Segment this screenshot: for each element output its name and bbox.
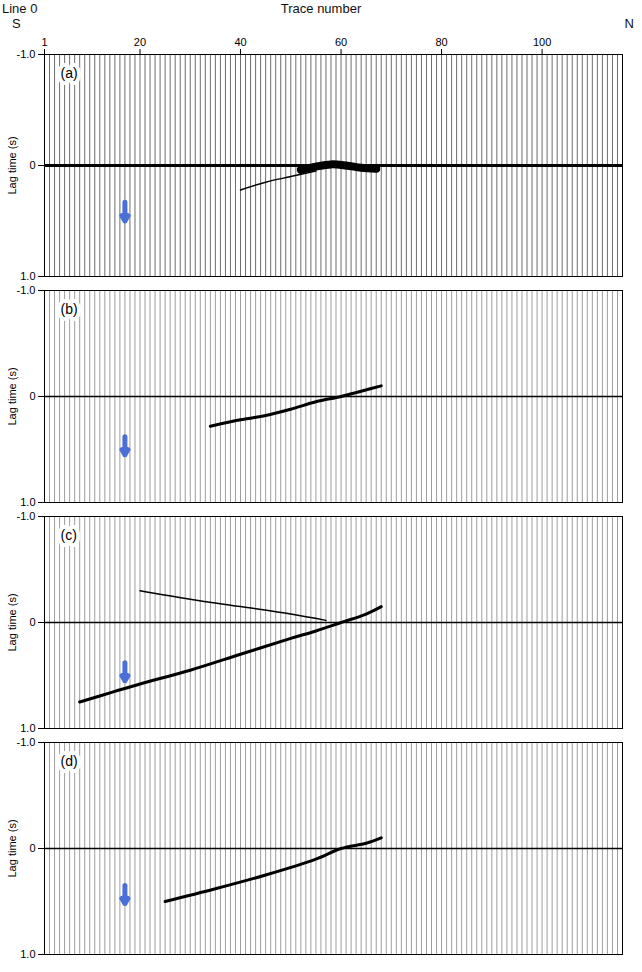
svg-text:40: 40 bbox=[234, 36, 246, 48]
svg-text:0: 0 bbox=[29, 842, 35, 854]
svg-text:Lag time (s): Lag time (s) bbox=[6, 136, 18, 194]
svg-text:60: 60 bbox=[335, 36, 347, 48]
svg-text:1.0: 1.0 bbox=[20, 948, 35, 960]
svg-text:0: 0 bbox=[29, 390, 35, 402]
svg-text:-1.0: -1.0 bbox=[17, 736, 36, 748]
svg-text:1: 1 bbox=[41, 36, 47, 48]
svg-text:1.0: 1.0 bbox=[20, 270, 35, 282]
svg-text:Lag time (s): Lag time (s) bbox=[6, 819, 18, 877]
html-text:S: S bbox=[12, 16, 21, 31]
svg-text:80: 80 bbox=[435, 36, 447, 48]
svg-text:(a): (a) bbox=[61, 65, 78, 81]
svg-text:(c): (c) bbox=[61, 527, 77, 543]
html-text:Line 0: Line 0 bbox=[2, 1, 38, 16]
svg-text:Lag time (s): Lag time (s) bbox=[6, 593, 18, 651]
svg-text:0: 0 bbox=[29, 616, 35, 628]
svg-text:Lag time (s): Lag time (s) bbox=[6, 367, 18, 425]
html-text:Trace number: Trace number bbox=[280, 1, 362, 16]
svg-text:(b): (b) bbox=[61, 301, 78, 317]
svg-text:1.0: 1.0 bbox=[20, 722, 35, 734]
svg-text:100: 100 bbox=[533, 36, 551, 48]
svg-text:-1.0: -1.0 bbox=[17, 510, 36, 522]
html-text:N: N bbox=[624, 16, 634, 31]
svg-text:(d): (d) bbox=[61, 753, 78, 769]
svg-text:0: 0 bbox=[29, 159, 35, 171]
svg-text:-1.0: -1.0 bbox=[17, 48, 36, 60]
svg-text:1.0: 1.0 bbox=[20, 496, 35, 508]
svg-text:-1.0: -1.0 bbox=[17, 284, 36, 296]
svg-text:20: 20 bbox=[134, 36, 146, 48]
